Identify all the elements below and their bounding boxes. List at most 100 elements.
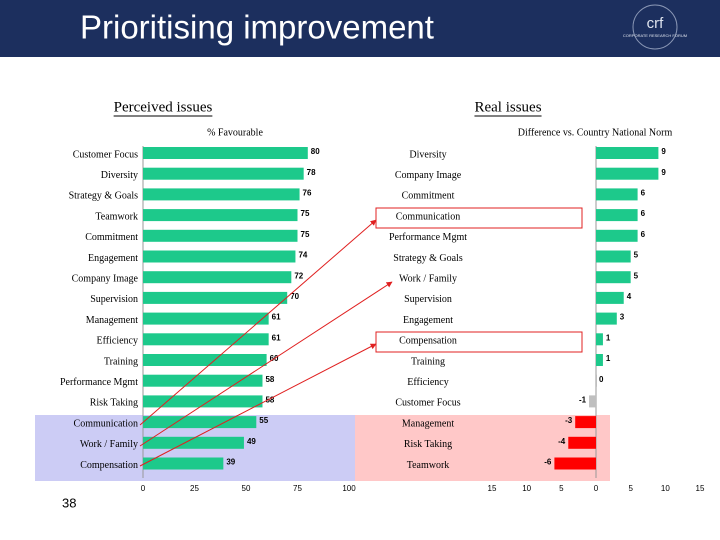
category-label: Supervision <box>404 294 452 305</box>
x-tick-label: 0 <box>141 484 146 493</box>
value-label: 9 <box>661 147 666 156</box>
x-tick-label: 25 <box>190 484 199 493</box>
value-label: 6 <box>641 209 646 218</box>
slide-title: Prioritising improvement <box>80 9 434 46</box>
category-label: Management <box>402 418 454 429</box>
bar <box>596 167 659 180</box>
value-label: 3 <box>620 313 625 322</box>
axis-label: % Favourable <box>207 127 263 138</box>
bar <box>596 250 631 263</box>
category-label: Diversity <box>409 149 446 160</box>
bar <box>575 416 596 429</box>
chart-title: Real issues <box>474 99 541 115</box>
category-label: Customer Focus <box>395 398 460 409</box>
category-label: Work / Family <box>80 439 138 450</box>
page-number: 38 <box>62 495 76 510</box>
value-label: 72 <box>294 271 303 280</box>
category-label: Training <box>411 356 445 367</box>
x-tick-label: 5 <box>628 484 633 493</box>
bar <box>143 312 269 325</box>
category-label: Engagement <box>403 315 453 326</box>
value-label: 0 <box>599 375 604 384</box>
bar <box>143 250 296 263</box>
header-band <box>0 0 720 57</box>
axis-label: Difference vs. Country National Norm <box>518 127 673 138</box>
issue-box <box>375 331 583 353</box>
value-label: 39 <box>226 458 235 467</box>
category-label: Management <box>86 315 138 326</box>
value-label: 61 <box>272 313 281 322</box>
value-label: 74 <box>298 251 307 260</box>
bar <box>596 291 624 304</box>
value-label: -1 <box>579 396 587 405</box>
category-label: Supervision <box>90 294 138 305</box>
x-tick-label: 75 <box>293 484 302 493</box>
category-label: Commitment <box>85 232 138 243</box>
bar <box>143 229 298 242</box>
x-tick-label: 0 <box>594 484 599 493</box>
bar <box>596 271 631 284</box>
value-label: 9 <box>661 168 666 177</box>
bar <box>596 333 603 346</box>
bar <box>596 312 617 325</box>
value-label: 55 <box>259 416 268 425</box>
bar <box>143 395 263 408</box>
value-label: 58 <box>265 375 274 384</box>
category-label: Diversity <box>101 170 138 181</box>
category-label: Communication <box>396 211 460 222</box>
bar <box>596 188 638 201</box>
category-label: Performance Mgmt <box>389 232 467 243</box>
bar <box>143 416 257 429</box>
category-label: Customer Focus <box>73 149 138 160</box>
category-label: Risk Taking <box>404 439 452 450</box>
category-label: Teamwork <box>95 211 138 222</box>
bar <box>143 354 267 366</box>
value-label: 58 <box>265 396 274 405</box>
category-label: Compensation <box>399 336 457 347</box>
x-tick-label: 15 <box>696 484 705 493</box>
value-label: 1 <box>606 333 611 342</box>
bar <box>143 147 308 159</box>
bar <box>596 209 638 222</box>
category-label: Commitment <box>402 191 455 202</box>
bar <box>589 395 596 408</box>
highlight-right <box>355 415 610 481</box>
value-label: 78 <box>307 168 316 177</box>
x-tick-label: 15 <box>488 484 497 493</box>
bar <box>143 374 263 387</box>
value-label: 49 <box>247 437 256 446</box>
value-label: 70 <box>290 292 299 301</box>
value-label: -6 <box>544 458 552 467</box>
value-label: 61 <box>272 333 281 342</box>
category-label: Strategy & Goals <box>69 191 139 202</box>
bar <box>596 229 638 242</box>
logo-subtitle: CORPORATE RESEARCH FORUM <box>623 33 687 38</box>
value-label: 5 <box>634 251 639 260</box>
x-tick-label: 5 <box>559 484 564 493</box>
chart-title: Perceived issues <box>114 99 213 115</box>
bar <box>143 167 304 180</box>
value-label: -4 <box>558 437 566 446</box>
bar <box>143 209 298 222</box>
value-label: 80 <box>311 147 320 156</box>
category-label: Training <box>104 356 138 367</box>
value-label: 6 <box>641 189 646 198</box>
category-label: Teamwork <box>407 460 450 471</box>
value-label: 76 <box>303 189 312 198</box>
category-label: Strategy & Goals <box>393 253 463 264</box>
value-label: 4 <box>627 292 632 301</box>
value-label: 1 <box>606 354 611 363</box>
bar <box>143 271 292 284</box>
bar <box>143 188 300 201</box>
category-label: Compensation <box>80 460 138 471</box>
x-tick-label: 50 <box>242 484 251 493</box>
category-label: Communication <box>74 418 138 429</box>
value-label: 6 <box>641 230 646 239</box>
bar <box>568 436 596 449</box>
category-label: Company Image <box>72 273 139 284</box>
bar <box>143 333 269 346</box>
value-label: 5 <box>634 271 639 280</box>
category-label: Work / Family <box>399 273 457 284</box>
arrow <box>139 343 377 467</box>
